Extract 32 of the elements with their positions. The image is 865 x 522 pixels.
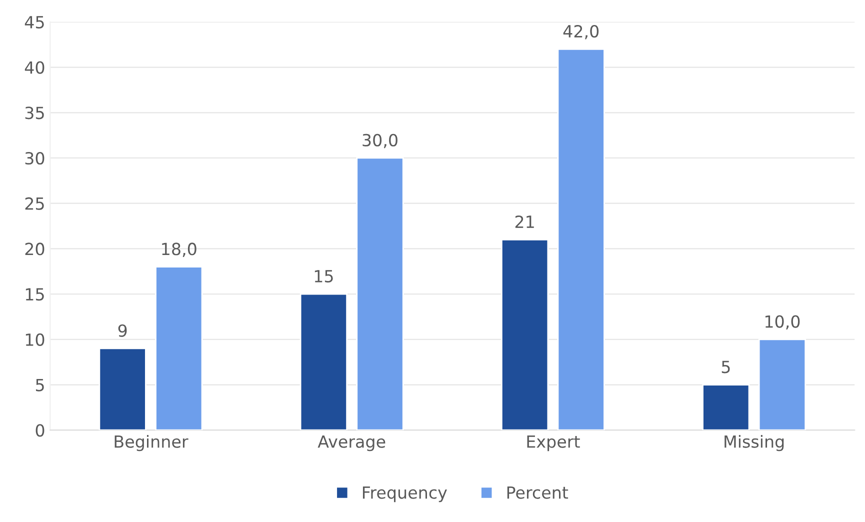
bar bbox=[758, 338, 806, 430]
data-label: 30,0 bbox=[362, 134, 398, 148]
y-tick-label: 35 bbox=[25, 106, 44, 120]
data-label: 21 bbox=[515, 215, 534, 228]
x-tick-label: Average bbox=[318, 436, 386, 452]
legend-label: Percent bbox=[507, 486, 568, 499]
data-label: 10,0 bbox=[765, 315, 800, 330]
data-label: 18,0 bbox=[162, 242, 196, 257]
data-label: 9 bbox=[118, 324, 127, 337]
y-tick-label: 20 bbox=[25, 242, 44, 256]
y-tick-label: 25 bbox=[25, 197, 44, 210]
data-label: 15 bbox=[314, 270, 333, 282]
y-tick-label: 30 bbox=[25, 152, 44, 165]
y-tick-label: 40 bbox=[24, 61, 44, 74]
x-tick-label: Beginner bbox=[114, 434, 188, 452]
y-tick-label: 10 bbox=[26, 333, 44, 346]
data-label: 5 bbox=[722, 360, 730, 374]
x-tick-label: Missing bbox=[724, 434, 784, 452]
data-label: 42,0 bbox=[563, 24, 599, 40]
y-tick-label: 45 bbox=[24, 16, 44, 28]
bar bbox=[557, 48, 605, 430]
bar bbox=[98, 348, 146, 430]
y-tick-label: 15 bbox=[26, 288, 44, 301]
legend-label: Frequency bbox=[362, 486, 447, 502]
bar bbox=[702, 384, 750, 430]
bar bbox=[356, 157, 404, 430]
bar bbox=[500, 238, 549, 430]
x-tick-label: Expert bbox=[527, 436, 580, 452]
bar bbox=[300, 293, 348, 430]
bar bbox=[155, 266, 203, 430]
y-tick-label: 0 bbox=[36, 424, 44, 437]
y-tick-label: 5 bbox=[36, 378, 44, 392]
